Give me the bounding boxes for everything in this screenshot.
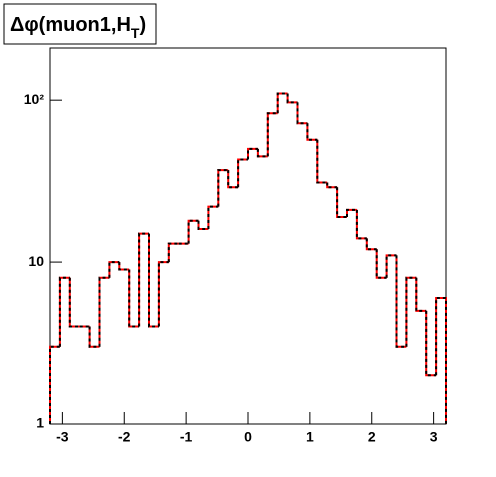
- histogram-bin: [276, 92, 288, 114]
- histogram-bin: [266, 112, 278, 157]
- histogram-bin: [286, 93, 298, 104]
- x-tick-label: 1: [306, 429, 314, 445]
- histogram-bin: [197, 220, 209, 231]
- histogram-bin: [88, 326, 100, 348]
- y-tick-label: 10²: [24, 91, 45, 107]
- histogram-bin: [365, 238, 377, 251]
- histogram-bin: [227, 170, 239, 189]
- histogram-bin: [118, 262, 130, 271]
- x-tick-label: -3: [56, 429, 69, 445]
- histogram-bin: [346, 208, 357, 217]
- histogram-bin: [217, 169, 229, 207]
- chart-title: Δφ(muon1,HT): [10, 14, 146, 40]
- title-box: [3, 3, 157, 45]
- x-tick-label: -2: [118, 429, 131, 445]
- histogram-bin: [355, 209, 367, 240]
- histogram-bin: [167, 242, 179, 263]
- histogram-bin: [256, 148, 268, 158]
- histogram-bin: [138, 232, 149, 327]
- histogram-bin: [58, 276, 70, 347]
- histogram-bin: [108, 261, 120, 278]
- histogram-bin: [405, 276, 417, 347]
- histogram-bin: [435, 297, 447, 424]
- x-tick-label: 3: [430, 429, 438, 445]
- histogram-bin: [415, 277, 427, 312]
- x-tick-label: -1: [180, 429, 193, 445]
- x-tick-label: 2: [368, 429, 376, 445]
- histogram-bin: [425, 310, 437, 377]
- histogram-bin: [148, 233, 159, 328]
- title-subscript: T: [131, 25, 140, 41]
- histogram-bin: [375, 249, 387, 279]
- title-end: ): [139, 14, 146, 36]
- histogram-bin: [306, 123, 318, 141]
- histogram-bin: [316, 139, 328, 184]
- y-tick-label: 1: [36, 415, 44, 431]
- histogram-bin: [247, 147, 258, 160]
- histogram-bin: [207, 205, 219, 230]
- histogram-bin: [336, 187, 347, 218]
- histogram-bin: [49, 345, 60, 424]
- histogram-bin: [296, 102, 308, 125]
- histogram-bin: [128, 269, 140, 328]
- histogram-bin: [187, 219, 199, 244]
- histogram-bin: [98, 276, 110, 347]
- histogram-bin: [385, 254, 397, 278]
- histogram-bin: [68, 277, 80, 328]
- histogram-bin: [157, 261, 169, 327]
- histogram-bin: [395, 255, 407, 348]
- histogram-bin: [237, 158, 248, 188]
- y-tick-label: 10: [28, 253, 44, 269]
- histogram-bin: [326, 182, 338, 189]
- x-tick-label: 0: [244, 429, 252, 445]
- title-main: Δφ(muon1,H: [10, 14, 131, 36]
